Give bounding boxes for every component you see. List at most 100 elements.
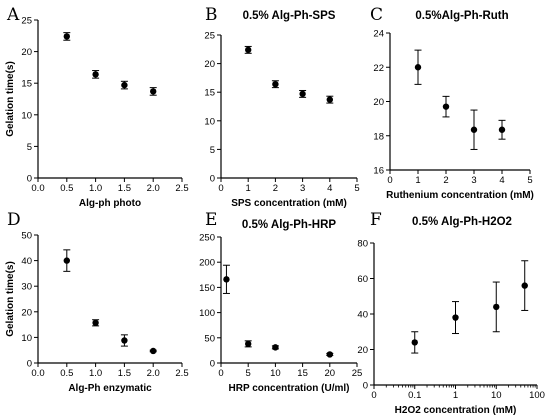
- y-tick-label: 15: [204, 88, 215, 99]
- y-tick-label: 80: [357, 239, 368, 250]
- x-axis-label: H2O2 concentration (mM): [395, 405, 517, 416]
- y-tick-label: 0: [27, 359, 32, 370]
- y-tick-label: 10: [204, 116, 215, 127]
- x-tick-label: 1: [246, 183, 251, 194]
- data-point: [63, 33, 70, 40]
- data-point: [150, 88, 157, 95]
- data-point: [493, 303, 500, 311]
- y-tick-label: 150: [199, 283, 215, 294]
- data-point: [452, 314, 459, 321]
- x-tick-label: 4: [327, 183, 332, 194]
- x-tick-label: 3: [300, 183, 305, 194]
- y-tick-label: 10: [21, 333, 32, 344]
- x-tick-label: 4: [499, 175, 504, 186]
- x-axis-label: HRP concentration (U/ml): [229, 383, 350, 394]
- data-point: [150, 347, 157, 355]
- y-tick-label: 0: [363, 381, 368, 392]
- x-tick-label: 25: [352, 368, 363, 379]
- x-axis-label: SPS concentration (mM): [231, 198, 347, 209]
- panel-title: 0.5% Alg-Ph-HRP: [242, 219, 336, 231]
- x-tick-label: 0.1: [408, 390, 421, 401]
- y-tick-label: 20: [21, 47, 32, 58]
- panel-c: C 0.5%Alg-Ph-Ruth 0 1 2 3 4 5 16 18 20 22 24 Rutheniu…: [370, 5, 534, 201]
- x-tick-label: 1.5: [118, 183, 131, 194]
- x-tick-label: 3: [471, 175, 476, 186]
- panel-letter: E: [205, 210, 217, 230]
- data-point: [326, 351, 333, 358]
- y-tick-label: 0: [210, 359, 215, 370]
- panel-a: A 0.0 0.5 1.0 1.5 2.0 2.5 0 5 10 15 20 25 Alg-ph phot…: [5, 5, 189, 209]
- y-tick-label: 5: [210, 145, 215, 156]
- data-point: [245, 340, 252, 348]
- x-tick-label: 1: [415, 175, 420, 186]
- y-axis-label: Gelation time(s): [5, 61, 16, 137]
- y-tick-label: 20: [373, 97, 384, 108]
- y-tick-label: 40: [21, 256, 32, 267]
- x-tick-label: 0: [218, 183, 223, 194]
- x-tick-label: 2: [273, 183, 278, 194]
- y-tick-label: 15: [21, 79, 32, 90]
- y-tick-label: 50: [21, 231, 32, 242]
- x-tick-label: 2: [443, 175, 448, 186]
- y-tick-label: 20: [357, 345, 368, 356]
- data-point: [92, 319, 99, 327]
- x-tick-label: 20: [325, 368, 336, 379]
- panel-b: B 0.5% Alg-Ph-SPS 0 1 2 3 4 5 0 5 10 15 20 25 SPS conc…: [204, 5, 359, 209]
- x-tick-label: 5: [527, 175, 532, 186]
- x-tick-label: 0.0: [31, 368, 44, 379]
- y-tick-label: 250: [199, 233, 215, 244]
- y-tick-label: 100: [199, 308, 215, 319]
- panel-letter: B: [205, 5, 218, 25]
- panel-letter: C: [370, 5, 383, 25]
- data-point: [121, 337, 128, 344]
- data-point: [245, 46, 252, 54]
- data-point: [223, 276, 230, 283]
- data-point: [272, 80, 279, 88]
- x-tick-label: 1.0: [89, 368, 102, 379]
- x-tick-label: 2.5: [175, 183, 188, 194]
- y-tick-label: 60: [357, 274, 368, 285]
- data-point: [63, 257, 70, 264]
- x-tick-label: 15: [297, 368, 308, 379]
- x-tick-label: 10: [491, 390, 502, 401]
- x-tick-label: 0.0: [31, 183, 44, 194]
- x-axis-label: Alg-Ph enzymatic: [68, 383, 152, 394]
- y-tick-label: 18: [373, 131, 384, 142]
- x-tick-label: 0: [387, 175, 392, 186]
- data-point: [414, 64, 422, 71]
- data-point: [470, 126, 478, 133]
- y-tick-label: 25: [21, 16, 32, 27]
- x-tick-label: 1.0: [89, 183, 102, 194]
- panel-letter: A: [6, 5, 20, 25]
- panel-title: 0.5% Alg-Ph-SPS: [243, 10, 336, 22]
- x-axis-label: Ruthenium concentration (mM): [386, 190, 534, 201]
- panel-letter: F: [370, 210, 382, 230]
- x-tick-label: 5: [246, 368, 251, 379]
- y-tick-label: 10: [21, 110, 32, 121]
- x-tick-label: 2.0: [147, 368, 160, 379]
- data-point: [411, 339, 418, 346]
- x-tick-label: 10: [270, 368, 281, 379]
- panel-letter: D: [7, 210, 21, 230]
- data-point: [442, 103, 450, 110]
- x-tick-label: 0.5: [60, 183, 73, 194]
- data-point: [272, 344, 279, 351]
- y-tick-label: 20: [21, 307, 32, 318]
- y-tick-label: 0: [27, 174, 32, 185]
- data-point: [121, 81, 128, 89]
- data-point: [326, 96, 333, 103]
- x-tick-label: 1: [453, 390, 458, 401]
- panel-d: D 0.0 0.5 1.0 1.5 2.0 2.5 0 10 20 30 40 50 Alg-Ph enz…: [5, 210, 189, 394]
- x-tick-label: 0: [371, 390, 376, 401]
- data-point: [521, 282, 528, 289]
- y-tick-label: 20: [204, 59, 215, 70]
- data-point: [498, 126, 506, 133]
- y-tick-label: 24: [373, 29, 384, 40]
- panel-title: 0.5%Alg-Ph-Ruth: [415, 10, 508, 22]
- data-point: [92, 71, 99, 78]
- data-point: [299, 90, 306, 98]
- x-tick-label: 0: [218, 368, 223, 379]
- y-tick-label: 200: [199, 258, 215, 269]
- y-tick-label: 22: [373, 63, 384, 74]
